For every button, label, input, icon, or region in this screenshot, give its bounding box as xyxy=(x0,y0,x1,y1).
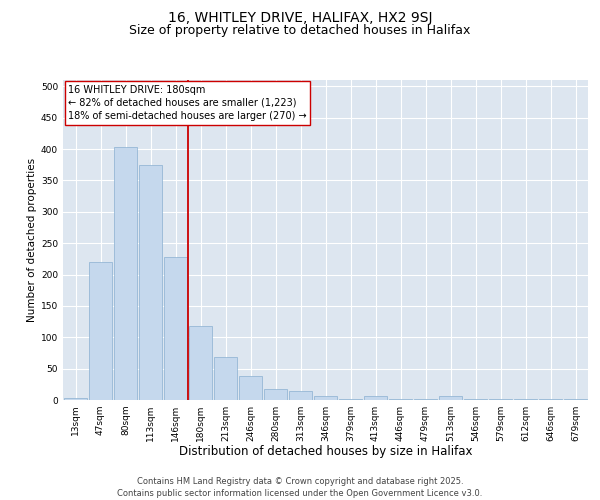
Bar xyxy=(364,396,388,400)
Bar xyxy=(263,390,287,400)
Bar xyxy=(314,396,337,400)
Bar xyxy=(239,376,262,400)
Bar xyxy=(439,396,463,400)
Bar xyxy=(563,398,587,400)
Text: Contains HM Land Registry data © Crown copyright and database right 2025.
Contai: Contains HM Land Registry data © Crown c… xyxy=(118,476,482,498)
Y-axis label: Number of detached properties: Number of detached properties xyxy=(27,158,37,322)
Text: 16 WHITLEY DRIVE: 180sqm
← 82% of detached houses are smaller (1,223)
18% of sem: 16 WHITLEY DRIVE: 180sqm ← 82% of detach… xyxy=(68,85,307,121)
Text: 16, WHITLEY DRIVE, HALIFAX, HX2 9SJ: 16, WHITLEY DRIVE, HALIFAX, HX2 9SJ xyxy=(168,11,432,25)
Bar xyxy=(164,257,187,400)
Bar xyxy=(214,358,238,400)
Bar xyxy=(64,398,88,400)
Bar xyxy=(89,262,112,400)
Bar xyxy=(188,326,212,400)
Bar xyxy=(139,164,163,400)
Bar xyxy=(113,147,137,400)
Bar xyxy=(289,390,313,400)
X-axis label: Distribution of detached houses by size in Halifax: Distribution of detached houses by size … xyxy=(179,446,472,458)
Text: Size of property relative to detached houses in Halifax: Size of property relative to detached ho… xyxy=(130,24,470,37)
